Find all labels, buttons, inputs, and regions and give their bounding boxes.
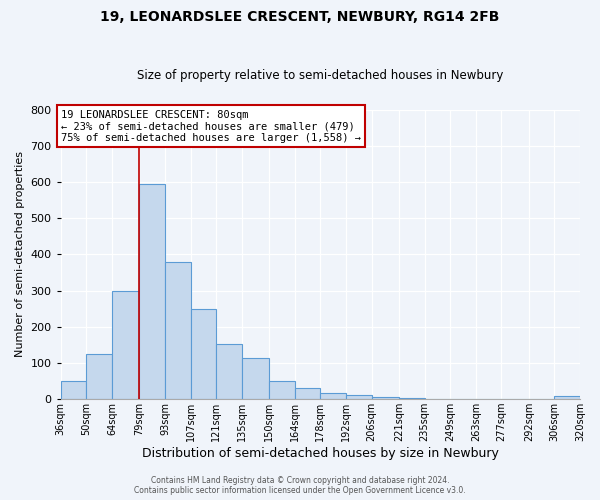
- Text: Contains HM Land Registry data © Crown copyright and database right 2024.
Contai: Contains HM Land Registry data © Crown c…: [134, 476, 466, 495]
- Bar: [191, 308, 216, 399]
- Bar: [399, 398, 425, 399]
- X-axis label: Distribution of semi-detached houses by size in Newbury: Distribution of semi-detached houses by …: [142, 447, 499, 460]
- Title: Size of property relative to semi-detached houses in Newbury: Size of property relative to semi-detach…: [137, 69, 503, 82]
- Bar: [346, 395, 371, 399]
- Y-axis label: Number of semi-detached properties: Number of semi-detached properties: [15, 152, 25, 358]
- Bar: [165, 262, 191, 399]
- Bar: [269, 381, 295, 399]
- Bar: [554, 396, 580, 399]
- Bar: [242, 358, 269, 399]
- Bar: [295, 388, 320, 399]
- Bar: [86, 354, 112, 399]
- Bar: [112, 290, 139, 399]
- Bar: [320, 392, 346, 399]
- Bar: [216, 344, 242, 399]
- Bar: [371, 398, 399, 399]
- Text: 19 LEONARDSLEE CRESCENT: 80sqm
← 23% of semi-detached houses are smaller (479)
7: 19 LEONARDSLEE CRESCENT: 80sqm ← 23% of …: [61, 110, 361, 143]
- Bar: [139, 184, 165, 399]
- Text: 19, LEONARDSLEE CRESCENT, NEWBURY, RG14 2FB: 19, LEONARDSLEE CRESCENT, NEWBURY, RG14 …: [100, 10, 500, 24]
- Bar: [61, 381, 86, 399]
